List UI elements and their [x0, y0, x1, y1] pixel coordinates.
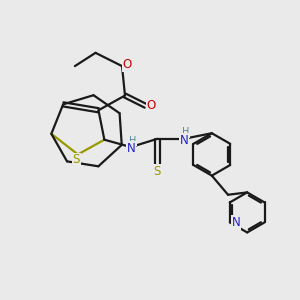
- Text: N: N: [127, 142, 135, 155]
- Text: O: O: [123, 58, 132, 71]
- Text: O: O: [146, 99, 155, 112]
- Text: S: S: [154, 165, 161, 178]
- Text: N: N: [179, 134, 188, 147]
- Text: H: H: [182, 127, 189, 137]
- Text: H: H: [129, 136, 136, 146]
- Text: N: N: [232, 216, 241, 229]
- Text: S: S: [73, 153, 80, 166]
